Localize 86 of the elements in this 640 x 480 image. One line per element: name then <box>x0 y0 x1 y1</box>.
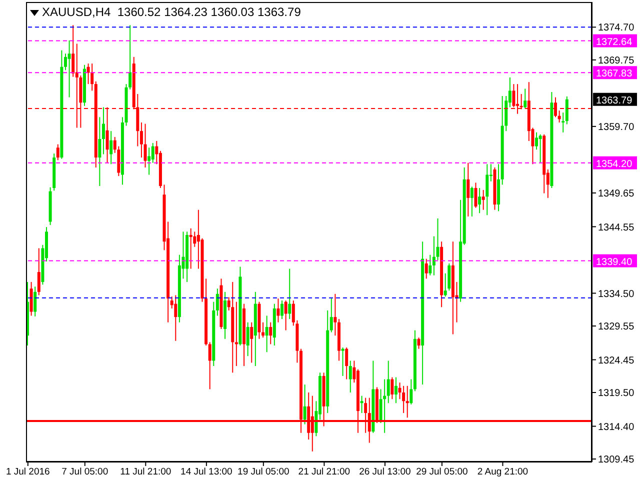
candlestick <box>330 298 333 333</box>
candlestick <box>436 218 440 261</box>
y-tick-label: 1374.70 <box>598 22 635 34</box>
candlestick <box>280 300 284 320</box>
candlestick <box>402 385 406 414</box>
candlestick <box>246 322 250 357</box>
candlestick <box>189 228 192 270</box>
candlestick <box>345 346 348 380</box>
candlestick <box>276 298 280 323</box>
candlestick <box>110 130 113 165</box>
candlestick <box>288 268 292 320</box>
x-tick-label: 21 Jul 21:00 <box>298 466 350 478</box>
candlestick <box>265 315 268 353</box>
candlestick <box>98 116 102 186</box>
candlestick <box>144 123 147 168</box>
candlestick <box>348 360 352 394</box>
candlestick <box>30 281 33 316</box>
ref-line-label: 1367.83 <box>596 68 633 80</box>
candlestick <box>466 162 470 217</box>
candlestick <box>284 300 288 331</box>
y-tick-label: 1369.75 <box>598 55 635 66</box>
y-tick-label: 1319.50 <box>598 388 635 400</box>
candlestick <box>486 164 489 216</box>
y-tick-label: 1329.55 <box>598 322 635 333</box>
candlestick <box>174 294 178 342</box>
candlestick <box>37 248 40 296</box>
candlestick <box>565 96 568 125</box>
candlestick <box>535 132 538 150</box>
y-tick-label: 1309.45 <box>598 454 635 466</box>
x-tick-label: 29 Jul 05:00 <box>416 466 468 478</box>
x-tick-label: 7 Jul 05:00 <box>62 466 108 478</box>
candlestick <box>102 106 105 155</box>
candlestick <box>269 322 272 345</box>
candlestick <box>234 301 238 367</box>
candlestick <box>417 337 420 350</box>
y-tick-label: 1334.50 <box>598 288 635 300</box>
candlestick <box>262 322 265 338</box>
candlestick <box>470 186 474 217</box>
candlestick <box>72 24 75 78</box>
candlestick <box>90 63 94 92</box>
candlestick <box>383 378 386 434</box>
candlestick <box>216 288 219 316</box>
candlestick <box>148 147 151 176</box>
y-tick-label: 1349.65 <box>598 188 635 200</box>
ref-line-label: 1339.40 <box>596 256 633 268</box>
candlestick <box>424 258 428 280</box>
candlestick <box>386 360 390 404</box>
candlestick <box>524 88 527 110</box>
chart-title: XAUUSD,H4 1360.52 1364.23 1360.03 1363.79 <box>42 5 301 19</box>
candlestick <box>482 189 485 210</box>
x-tick-label: 14 Jul 13:00 <box>180 466 232 478</box>
candlestick <box>341 346 344 376</box>
x-tick-label: 2 Aug 21:00 <box>477 466 528 478</box>
candlestick <box>410 378 413 405</box>
y-tick-label: 1324.45 <box>598 355 635 366</box>
candlestick <box>406 385 409 418</box>
candlestick <box>428 254 432 276</box>
x-tick-label: 19 Jul 05:00 <box>238 466 290 478</box>
candlestick <box>303 384 306 425</box>
ref-line-label: 1354.20 <box>596 158 633 170</box>
candlestick <box>558 110 561 123</box>
y-tick-label: 1344.55 <box>598 222 635 234</box>
y-tick-label: 1359.70 <box>598 122 635 133</box>
x-tick-label: 11 Jul 21:00 <box>120 466 172 478</box>
candlestick <box>432 236 436 276</box>
candlestick <box>250 322 254 364</box>
candlestick <box>68 40 71 98</box>
candlestick <box>334 293 337 336</box>
candlestick <box>390 376 394 400</box>
candlestick <box>360 395 364 414</box>
candlestick <box>562 112 565 133</box>
candlestick <box>208 342 212 390</box>
ref-line-label: 1372.64 <box>596 36 633 48</box>
candlestick <box>394 376 398 404</box>
candlestick <box>64 53 67 71</box>
candlestick <box>56 144 60 161</box>
x-tick-label: 1 Jul 2016 <box>6 466 50 478</box>
candlestick <box>34 286 37 317</box>
candlestick <box>151 142 154 164</box>
text: 1363.79 <box>596 95 633 106</box>
candlestick <box>140 122 143 158</box>
x-tick-label: 26 Jul 13:00 <box>359 466 411 478</box>
candlestick <box>478 187 482 214</box>
y-tick-label: 1314.40 <box>598 422 635 433</box>
candlestick <box>474 182 478 208</box>
candlestick <box>538 134 542 164</box>
